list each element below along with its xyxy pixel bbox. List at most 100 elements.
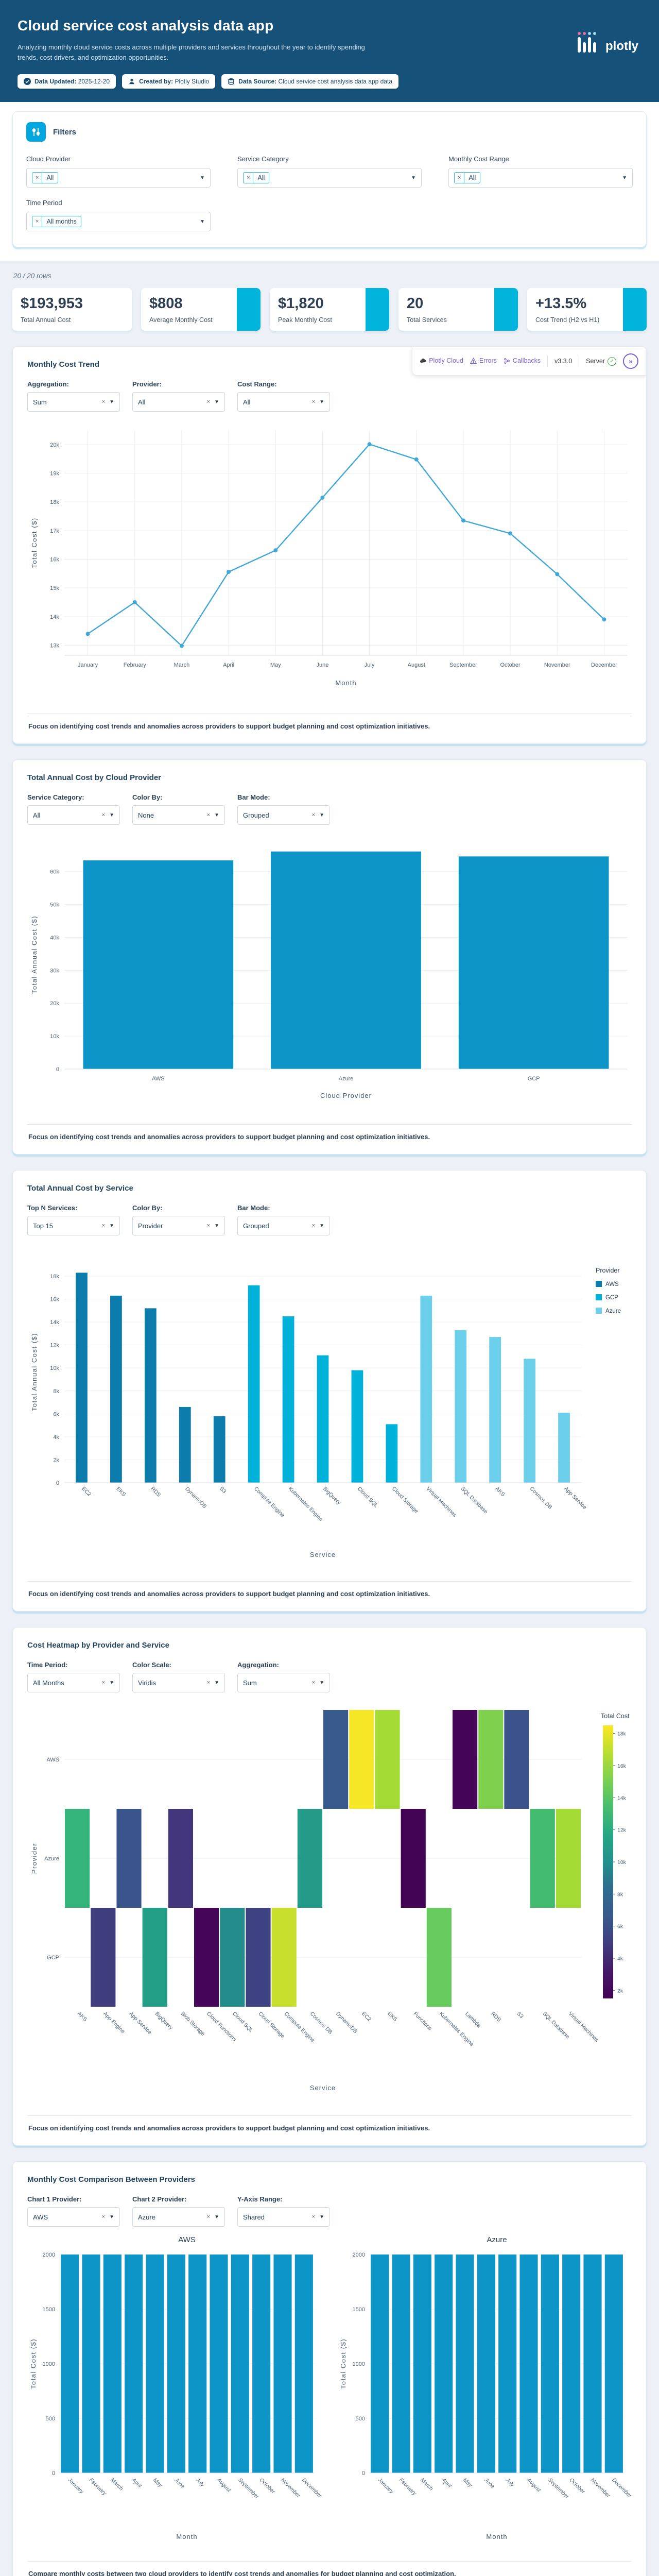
control-select[interactable]: Shared × ▼	[237, 2207, 330, 2227]
clear-icon[interactable]: ×	[244, 173, 254, 183]
svg-text:BigQuery: BigQuery	[322, 1486, 342, 1506]
svg-text:AKS: AKS	[494, 1486, 506, 1498]
dash-version: v3.3.0	[554, 358, 573, 365]
filter-dropdown[interactable]: × All ▼	[26, 168, 211, 188]
svg-text:Azure: Azure	[487, 2235, 507, 2244]
svg-text:2k: 2k	[617, 1988, 623, 1994]
kpi-label: Total Annual Cost	[21, 316, 71, 324]
chevron-down-icon: ▼	[109, 399, 114, 405]
control-label: Service Category:	[27, 793, 84, 802]
filter-dropdown[interactable]: × All ▼	[448, 168, 633, 188]
clear-icon[interactable]: ×	[101, 812, 106, 819]
svg-text:October: October	[568, 2477, 586, 2495]
kpi-value: $1,820	[278, 295, 324, 312]
svg-text:14k: 14k	[50, 614, 59, 620]
svg-text:18k: 18k	[50, 499, 59, 505]
clear-icon[interactable]: ×	[206, 812, 211, 819]
svg-text:40k: 40k	[50, 935, 59, 941]
svg-text:Lambda: Lambda	[464, 2011, 482, 2029]
svg-text:January: January	[376, 2477, 395, 2495]
clear-icon[interactable]: ×	[206, 1223, 211, 1229]
control-label: Color Scale:	[132, 1661, 171, 1669]
clear-icon[interactable]: ×	[311, 2214, 316, 2221]
errors-link[interactable]: Errors	[470, 357, 497, 366]
control-select[interactable]: None × ▼	[132, 805, 225, 825]
clear-icon[interactable]: ×	[101, 1680, 106, 1686]
control-select[interactable]: All × ▼	[27, 805, 120, 825]
annual-cost-by-provider-card: Total Annual Cost by Cloud Provider Serv…	[12, 759, 647, 1155]
svg-text:May: May	[270, 662, 281, 668]
control-select[interactable]: AWS × ▼	[27, 2207, 120, 2227]
svg-text:January: January	[78, 662, 98, 668]
control-select[interactable]: Grouped × ▼	[237, 805, 330, 825]
filter-dropdown[interactable]: × All ▼	[237, 168, 422, 188]
callbacks-link[interactable]: Callbacks	[503, 357, 541, 366]
monthly-cost-trend-card: Plotly Cloud Errors Callbacks v3.3.0 Ser…	[12, 346, 647, 744]
svg-text:App Service: App Service	[128, 2011, 153, 2036]
control-select[interactable]: Top 15 × ▼	[27, 1216, 120, 1236]
svg-text:November: November	[280, 2477, 302, 2499]
clear-icon[interactable]: ×	[311, 399, 316, 405]
svg-text:September: September	[547, 2477, 570, 2500]
svg-text:Total Cost ($): Total Cost ($)	[30, 518, 38, 568]
control-select[interactable]: Grouped × ▼	[237, 1216, 330, 1236]
clear-icon[interactable]: ×	[101, 2214, 106, 2221]
svg-text:0: 0	[56, 1480, 59, 1486]
svg-text:AWS: AWS	[46, 1757, 59, 1763]
clear-icon[interactable]: ×	[311, 812, 316, 819]
chevron-down-icon: ▼	[109, 1223, 114, 1229]
control-label: Aggregation:	[27, 380, 69, 388]
kpi-card: $193,953 Total Annual Cost	[12, 288, 132, 331]
control-select[interactable]: All × ▼	[237, 392, 330, 412]
chevron-down-icon: ▼	[319, 2214, 324, 2220]
cloud-icon	[420, 358, 426, 363]
control-select[interactable]: Provider × ▼	[132, 1216, 225, 1236]
chart-control: Aggregation: Sum × ▼	[27, 380, 120, 412]
filters-title: Filters	[53, 127, 77, 137]
svg-text:RDS: RDS	[490, 2011, 502, 2023]
clear-icon[interactable]: ×	[206, 399, 211, 405]
clear-icon[interactable]: ×	[101, 399, 106, 405]
filter-label: Time Period	[26, 199, 62, 207]
filter-label: Service Category	[237, 155, 289, 163]
clear-icon[interactable]: ×	[311, 1680, 316, 1686]
clear-icon[interactable]: ×	[206, 2214, 211, 2221]
svg-text:March: March	[419, 2477, 434, 2492]
svg-text:October: October	[500, 662, 521, 668]
filters-zone: Filters Cloud Provider × All ▼ Service Cat…	[0, 102, 659, 261]
plotly-logo-text: plotly	[605, 39, 638, 53]
svg-text:SQL Database: SQL Database	[460, 1486, 489, 1515]
svg-text:1000: 1000	[353, 2361, 365, 2367]
control-select[interactable]: Azure × ▼	[132, 2207, 225, 2227]
control-select[interactable]: All Months × ▼	[27, 1673, 120, 1693]
svg-text:Cloud SQL: Cloud SQL	[356, 1486, 379, 1509]
page-title: Cloud service cost analysis data app	[18, 18, 274, 33]
chevron-down-icon: ▼	[319, 399, 324, 405]
svg-text:16k: 16k	[50, 1297, 59, 1303]
clear-icon[interactable]: ×	[32, 173, 43, 183]
svg-text:DynamoDB: DynamoDB	[335, 2011, 358, 2035]
control-select[interactable]: Viridis × ▼	[132, 1673, 225, 1693]
plotly-cloud-link[interactable]: Plotly Cloud	[420, 357, 463, 366]
clear-icon[interactable]: ×	[311, 1223, 316, 1229]
svg-text:April: April	[440, 2477, 453, 2489]
control-label: Time Period:	[27, 1661, 68, 1669]
svg-text:6k: 6k	[617, 1924, 623, 1930]
filter-label: Monthly Cost Range	[448, 155, 509, 163]
control-select[interactable]: All × ▼	[132, 392, 225, 412]
kpi-accent-stripe	[494, 288, 518, 331]
server-ok-icon: ✓	[608, 357, 616, 366]
clear-icon[interactable]: ×	[455, 173, 465, 183]
svg-text:Service: Service	[310, 1551, 336, 1558]
devtools-collapse-button[interactable]: »	[623, 353, 638, 369]
control-select[interactable]: Sum × ▼	[237, 1673, 330, 1693]
svg-text:App Service: App Service	[563, 1486, 588, 1511]
svg-text:App Engine: App Engine	[102, 2011, 126, 2035]
clear-icon[interactable]: ×	[32, 216, 43, 227]
filter-dropdown[interactable]: × All months ▼	[26, 212, 211, 232]
control-select[interactable]: Sum × ▼	[27, 392, 120, 412]
clear-icon[interactable]: ×	[101, 1223, 106, 1229]
svg-text:19k: 19k	[50, 471, 59, 477]
clear-icon[interactable]: ×	[206, 1680, 211, 1686]
annual-cost-by-service-chart: 0 2k 4k 6k 8k 10k 12k 14k 16k 18k EC2 EKS RDS DynamoD…	[27, 1241, 632, 1573]
